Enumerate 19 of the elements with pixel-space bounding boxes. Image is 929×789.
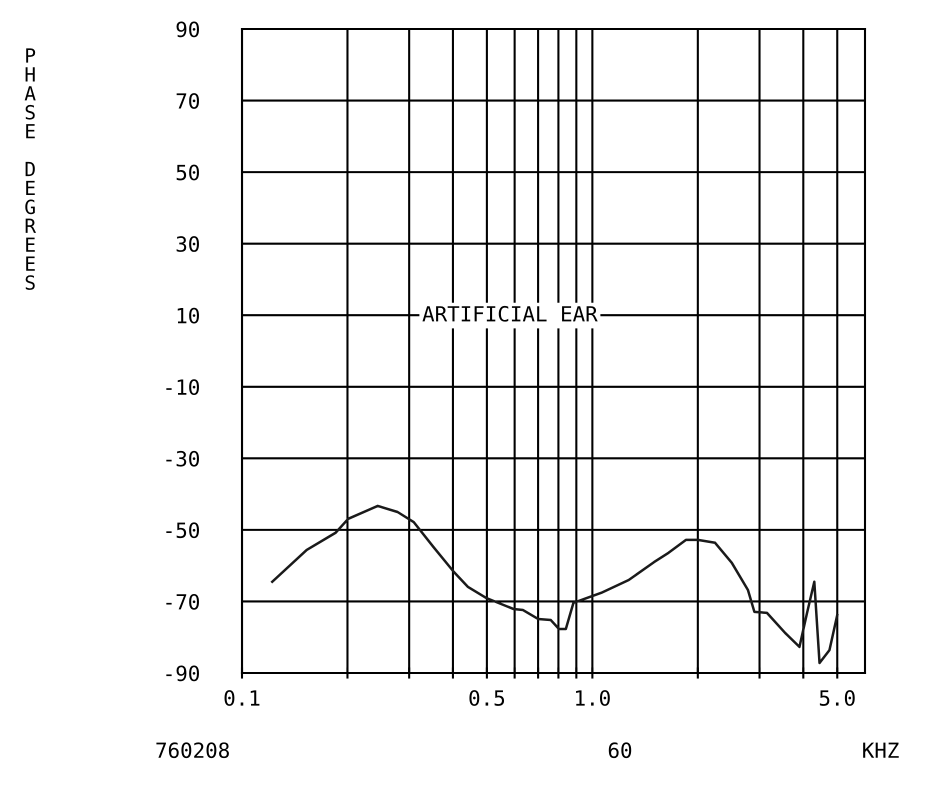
y-tick-label: -30: [166, 450, 199, 467]
y-tick-label: 70: [176, 93, 199, 109]
y-tick-label: 10: [178, 308, 199, 324]
annotation: ARTIFICIAL EAR: [422, 306, 598, 322]
x-tick-label: 0.5: [469, 690, 504, 706]
y-tick-label: -70: [166, 594, 199, 610]
text: 760208: [156, 742, 229, 758]
x-axis-title: KHZ: [863, 742, 899, 758]
y-tick-label: 90: [176, 22, 199, 38]
y-tick-label: -10: [166, 379, 199, 396]
x-tick-label: 5.0: [820, 690, 855, 706]
y-tick-label: 50: [176, 164, 199, 180]
y-tick-label: -90: [166, 666, 199, 682]
y-tick-label: 30: [176, 236, 199, 252]
y-tick-label: -50: [166, 522, 199, 538]
text: PHASE DEGREES: [24, 48, 36, 290]
x-tick-label: 0.1: [224, 690, 260, 706]
x-tick-label: 1.0: [576, 690, 610, 706]
text: 60: [608, 742, 632, 758]
